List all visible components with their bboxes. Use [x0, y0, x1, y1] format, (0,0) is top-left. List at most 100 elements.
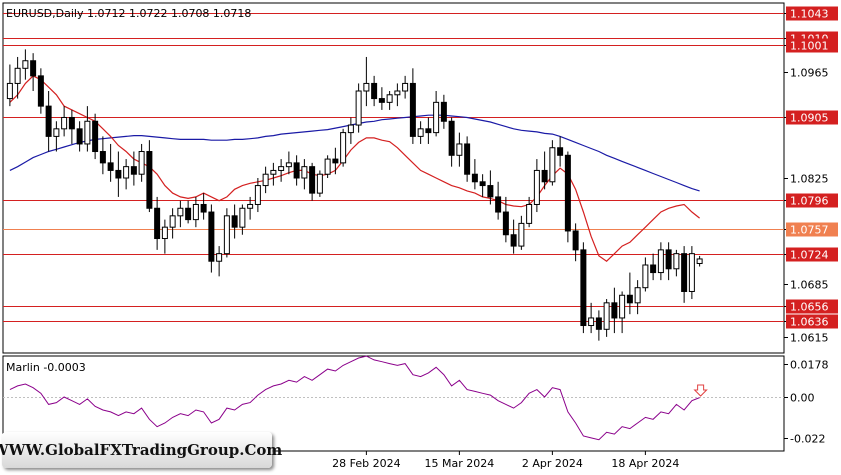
candle-body-bull: [270, 169, 277, 175]
candle: [355, 83, 362, 133]
candle: [6, 64, 13, 107]
candle: [626, 272, 633, 315]
candle: [518, 215, 525, 250]
level-price-tag: [786, 6, 838, 21]
candle: [99, 136, 106, 175]
candle-body-bull: [518, 222, 525, 247]
candle: [425, 117, 432, 144]
candle: [185, 200, 192, 224]
level-price-tag: [786, 193, 838, 208]
candle-body-bull: [285, 162, 292, 168]
candle: [332, 147, 339, 175]
level-price-tag: [786, 222, 838, 237]
moving-averages: [9, 75, 700, 262]
candle-body-bear: [371, 82, 378, 100]
candle-body-bull: [169, 215, 176, 228]
candle-body-bear: [115, 169, 122, 179]
candle: [378, 87, 385, 110]
candle: [347, 117, 354, 144]
candle-body-bull: [161, 226, 168, 240]
candle: [464, 136, 471, 182]
candle-body-bull: [402, 82, 409, 92]
candle: [14, 56, 21, 99]
candle: [61, 106, 68, 137]
candle-body-bull: [634, 287, 641, 304]
price-pane[interactable]: 1.10431.10101.10011.09651.09051.08251.07…: [2, 2, 838, 354]
candle: [30, 53, 37, 91]
candle-body-bull: [433, 101, 440, 134]
candle: [650, 253, 657, 281]
candle: [371, 75, 378, 107]
candle-body-bear: [650, 264, 657, 274]
candle-body-bull: [340, 132, 347, 164]
level-price-tag: [786, 247, 838, 262]
indicator-axis: 0.0178 0.00 -0.022: [784, 359, 829, 446]
candle-body-bull: [417, 128, 424, 137]
candle-body-bull: [456, 143, 463, 156]
candle-body-bull: [223, 215, 230, 255]
candle: [247, 196, 254, 220]
candle: [634, 280, 641, 315]
candle: [154, 196, 161, 250]
y-tick-label: 0.0178: [790, 359, 829, 372]
candle-body-bear: [572, 230, 579, 251]
candle-body-bear: [425, 128, 432, 134]
candle-body-bear: [45, 105, 52, 137]
candle: [557, 136, 564, 167]
candle: [642, 257, 649, 292]
candle-body-bull: [363, 82, 370, 92]
signal-arrow-shape: [693, 384, 708, 397]
candle: [696, 255, 703, 267]
candle: [316, 170, 323, 197]
candle-body-bull: [254, 185, 261, 205]
candle-body-bull: [216, 253, 223, 262]
candle: [177, 200, 184, 228]
candle: [402, 75, 409, 99]
oscillator: [3, 355, 784, 441]
candle: [200, 193, 207, 220]
candle: [231, 204, 238, 239]
candle: [68, 109, 75, 144]
candle: [169, 208, 176, 239]
candle-body-bull: [316, 173, 323, 194]
candle: [146, 140, 153, 213]
chart-title: EURUSD,Daily 1.0712 1.0722 1.0708 1.0718: [6, 7, 251, 20]
candle: [37, 68, 44, 114]
candle-body-bull: [324, 158, 331, 175]
candle: [409, 68, 416, 144]
y-tick-label: 1.0825: [790, 173, 829, 186]
level-price-label: 1.1043: [790, 8, 829, 21]
candle: [216, 246, 223, 277]
candle: [123, 159, 130, 190]
level-price-label: 1.0656: [790, 301, 829, 314]
y-tick-label: 1.0965: [790, 67, 829, 80]
indicator-label: Marlin -0.0003: [6, 361, 86, 374]
price-axis: 1.10431.10101.10011.09651.09051.08251.07…: [784, 6, 838, 345]
ma-fast-line: [9, 75, 700, 262]
indicator-pane[interactable]: 0.0178 0.00 -0.022 Marlin -0.0003: [2, 355, 829, 452]
candlesticks: [6, 49, 703, 341]
horizontal-levels: [3, 13, 784, 322]
candle-body-bull: [123, 166, 130, 179]
candle-body-bear: [30, 60, 37, 77]
candle: [433, 91, 440, 137]
candle: [92, 113, 99, 160]
candle-body-bull: [642, 264, 649, 289]
candle-body-bear: [208, 211, 215, 262]
candle-body-bear: [595, 317, 602, 330]
candle-body-bull: [14, 67, 21, 84]
candle-body-bear: [107, 162, 114, 171]
y-tick-label: 1.0615: [790, 332, 829, 345]
candle-body-bull: [533, 169, 540, 205]
candle: [479, 174, 486, 197]
candle-body-bear: [464, 143, 471, 175]
candle: [340, 128, 347, 167]
candle-body-bear: [681, 253, 688, 292]
candle-body-bear: [564, 154, 571, 232]
candle: [603, 299, 610, 337]
candle: [394, 83, 401, 107]
x-tick-label: 15 Mar 2024: [425, 457, 495, 470]
level-price-tag: [786, 299, 838, 314]
candle-body-bear: [409, 82, 416, 137]
candle-body-bear: [626, 294, 633, 304]
